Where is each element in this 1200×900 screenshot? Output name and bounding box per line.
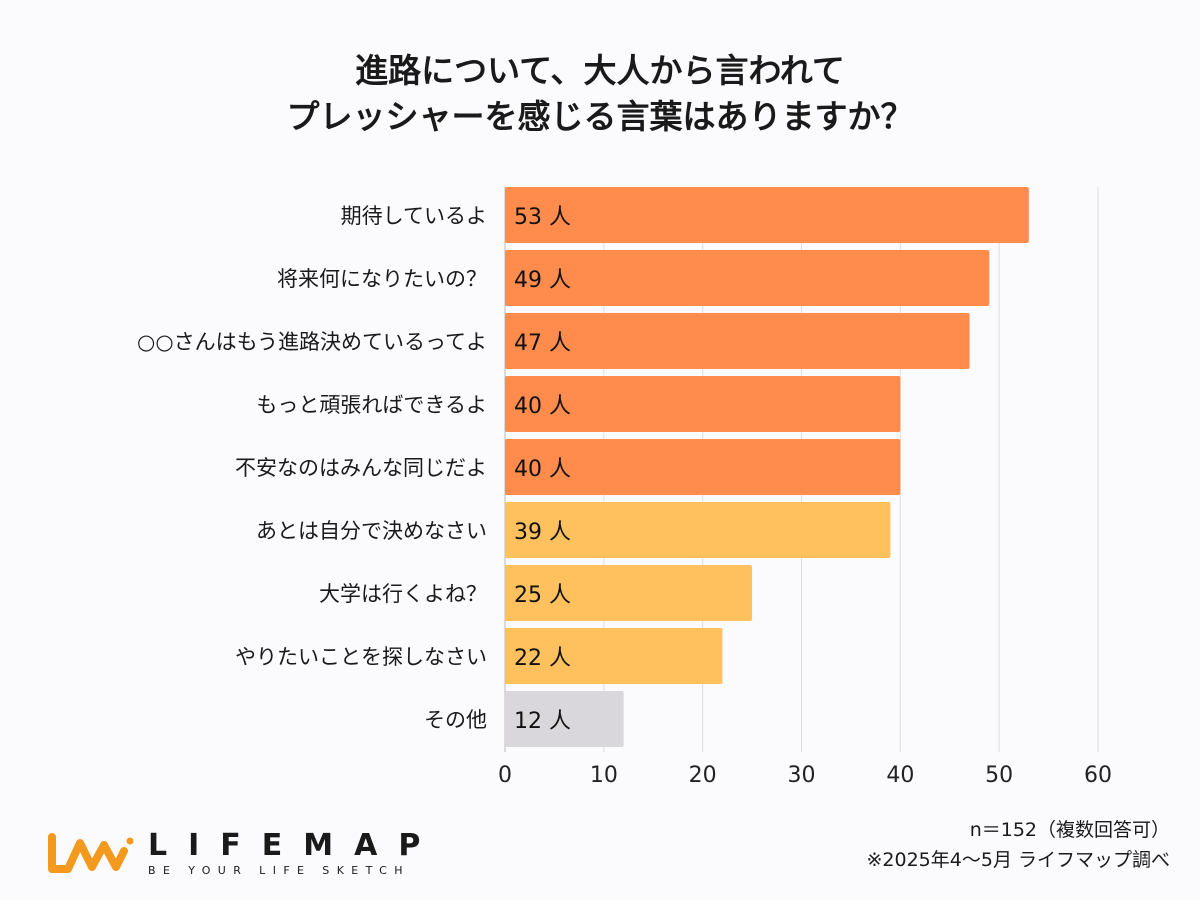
title-line-1: 進路について、大人から言われて <box>355 51 845 90</box>
value-label: 47 人 <box>514 331 571 356</box>
value-label: 49 人 <box>514 268 571 293</box>
value-label: 53 人 <box>514 205 571 230</box>
category-label: もっと頑張ればできるよ <box>256 393 487 417</box>
value-label: 22 人 <box>514 646 571 671</box>
category-label: 将来何になりたいの？ <box>277 267 487 291</box>
bar <box>505 187 1029 243</box>
category-label: やりたいことを探しなさい <box>235 645 487 669</box>
source-note: ※2025年4〜5月 ライフマップ調べ <box>866 849 1171 871</box>
bar <box>505 439 901 495</box>
x-tick-label: 30 <box>788 763 816 788</box>
x-tick-label: 20 <box>689 763 717 788</box>
category-label: あとは自分で決めなさい <box>256 519 487 543</box>
value-label: 25 人 <box>514 583 571 608</box>
x-tick-label: 10 <box>590 763 618 788</box>
bar <box>505 628 723 684</box>
title-line-2: プレッシャーを感じる言葉はありますか？ <box>286 97 914 136</box>
value-label: 40 人 <box>514 457 571 482</box>
category-label: ○○さんはもう進路決めているってよ <box>137 330 487 354</box>
x-tick-label: 50 <box>985 763 1013 788</box>
x-tick-label: 40 <box>886 763 914 788</box>
bar <box>505 502 891 558</box>
x-tick-label: 0 <box>498 763 512 788</box>
sample-note: n＝152（複数回答可） <box>969 819 1170 841</box>
logo-tagline: BE YOUR LIFE SKETCH <box>148 864 410 877</box>
category-label: その他 <box>424 708 487 732</box>
logo-mark-icon <box>48 832 134 873</box>
chart-title: 進路について、大人から言われて プレッシャーを感じる言葉はありますか？ <box>0 48 1200 140</box>
category-label: 不安なのはみんな同じだよ <box>235 456 487 480</box>
bar <box>505 376 901 432</box>
bar <box>505 691 624 747</box>
x-tick-label: 60 <box>1084 763 1112 788</box>
bar <box>505 250 990 306</box>
logo-name: LIFEMAP <box>148 828 442 863</box>
value-label: 40 人 <box>514 394 571 419</box>
bar <box>505 565 753 621</box>
value-label: 39 人 <box>514 520 571 545</box>
category-label: 大学は行くよね？ <box>319 582 487 606</box>
bar <box>505 313 970 369</box>
lifemap-logo: LIFEMAP BE YOUR LIFE SKETCH <box>48 830 441 877</box>
category-label: 期待しているよ <box>341 204 487 228</box>
value-label: 12 人 <box>514 709 571 734</box>
